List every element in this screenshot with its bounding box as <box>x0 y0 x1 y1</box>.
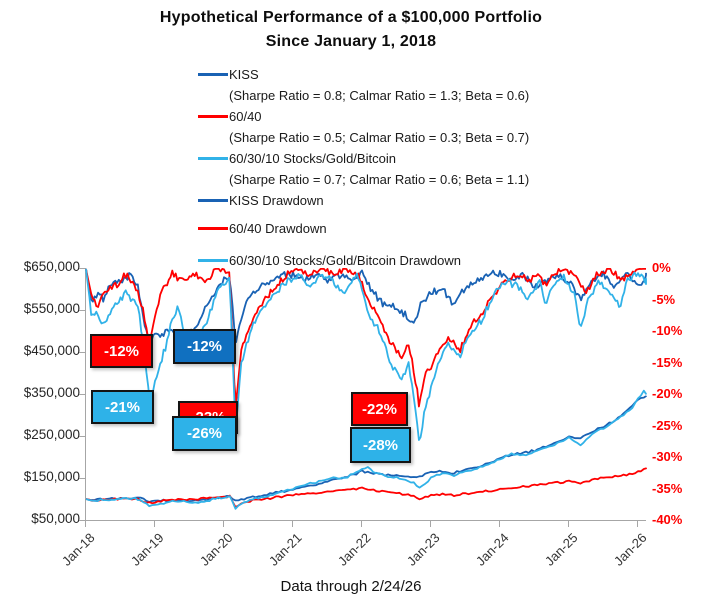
x-axis-tick <box>85 521 86 527</box>
legend-label: KISS Drawdown <box>229 193 324 208</box>
legend-item: KISS Drawdown <box>198 190 529 211</box>
page-title: Hypothetical Performance of a $100,000 P… <box>159 9 543 26</box>
x-axis-label: Jan-19 <box>127 530 167 569</box>
legend-item-detail: (Sharpe Ratio = 0.8; Calmar Ratio = 1.3;… <box>198 85 529 106</box>
legend: KISS (Sharpe Ratio = 0.8; Calmar Ratio = … <box>198 64 529 271</box>
x-axis-label: Jan-22 <box>334 530 374 569</box>
series-line-60-40-drawdown <box>85 268 646 408</box>
y-axis-tick <box>79 478 85 479</box>
x-axis-tick <box>637 521 638 527</box>
y-axis-tick <box>79 520 85 521</box>
y-axis-label: $450,000 <box>23 343 80 358</box>
legend-label: (Sharpe Ratio = 0.8; Calmar Ratio = 1.3;… <box>229 88 530 103</box>
right-axis-label: -25% <box>652 417 683 433</box>
legend-item: KISS <box>198 64 529 85</box>
y-axis-tick <box>79 436 85 437</box>
legend-item: 60/40 <box>198 106 529 127</box>
y-axis-label: $250,000 <box>23 427 80 442</box>
legend-swatch <box>198 115 228 118</box>
x-axis-label: Jan-18 <box>58 530 98 569</box>
y-axis-tick <box>79 352 85 353</box>
drawdown-annotation: -12% <box>173 329 236 364</box>
right-axis-label: -20% <box>652 386 683 401</box>
legend-label: KISS <box>229 67 259 82</box>
legend-label: (Sharpe Ratio = 0.7; Calmar Ratio = 0.6;… <box>229 172 530 187</box>
x-axis-tick <box>430 521 431 527</box>
legend-label: (Sharpe Ratio = 0.5; Calmar Ratio = 0.3;… <box>229 130 530 145</box>
legend-item-detail: (Sharpe Ratio = 0.7; Calmar Ratio = 0.6;… <box>198 169 529 190</box>
x-axis-label: Jan-23 <box>403 530 443 569</box>
x-axis-tick <box>154 521 155 527</box>
legend-item-detail: (Sharpe Ratio = 0.5; Calmar Ratio = 0.3;… <box>198 127 529 148</box>
right-axis-label: -30% <box>652 449 683 464</box>
series-line-kiss <box>85 395 647 503</box>
legend-swatch <box>198 157 228 160</box>
legend-label: 60/40 Drawdown <box>229 221 327 236</box>
legend-swatch <box>198 227 228 230</box>
y-axis-tick <box>79 394 85 395</box>
x-axis-tick <box>223 521 224 527</box>
drawdown-annotation: -21% <box>91 390 154 424</box>
series-line-60-30-10-stocks-gold-bitcoin <box>85 389 647 510</box>
x-axis-label: Jan-20 <box>196 530 236 569</box>
y-axis-tick <box>79 268 85 269</box>
x-axis-tick <box>361 521 362 527</box>
y-axis-label: $550,000 <box>23 301 80 316</box>
y-axis-label: $650,000 <box>23 259 80 274</box>
drawdown-annotation: -22% <box>351 392 408 426</box>
x-axis-tick <box>568 521 569 527</box>
legend-item: 60/30/10 Stocks/Gold/Bitcoin <box>198 148 529 169</box>
right-axis-label: -5% <box>652 291 676 307</box>
series-line-60-30-10-stocks-gold-bitcoin-drawdown <box>85 268 647 441</box>
plot-area <box>85 268 647 521</box>
x-axis-label: Jan-24 <box>472 530 512 569</box>
legend-item: 60/30/10 Stocks/Gold/Bitcoin Drawdown <box>198 250 529 271</box>
legend-label: 60/40 <box>229 109 262 124</box>
legend-swatch <box>198 259 228 262</box>
drawdown-annotation: -26% <box>172 416 237 451</box>
footer-caption: Data through 2/24/26 <box>280 578 422 595</box>
right-axis-label: -10% <box>652 323 683 338</box>
right-axis-label: -40% <box>652 512 683 527</box>
x-axis-tick <box>499 521 500 527</box>
legend-label: 60/30/10 Stocks/Gold/Bitcoin Drawdown <box>229 253 461 268</box>
x-axis-label: Jan-25 <box>541 530 581 569</box>
right-axis-label: -15% <box>652 354 683 370</box>
y-axis-label: $50,000 <box>31 511 80 526</box>
x-axis-label: Jan-26 <box>610 530 650 569</box>
y-axis-label: $150,000 <box>23 469 80 484</box>
right-axis-label: -35% <box>652 480 683 496</box>
drawdown-annotation: -12% <box>90 334 153 368</box>
legend-item: 60/40 Drawdown <box>198 218 529 239</box>
legend-label: 60/30/10 Stocks/Gold/Bitcoin <box>229 151 396 166</box>
series-lines <box>85 268 647 510</box>
page-title-line-2: Since January 1, 2018 <box>265 33 437 50</box>
right-axis-label: 0% <box>652 260 671 275</box>
drawdown-annotation: -28% <box>350 427 411 463</box>
legend-swatch <box>198 199 228 202</box>
x-axis-label: Jan-21 <box>265 530 305 569</box>
x-axis-tick <box>292 521 293 527</box>
y-axis-tick <box>79 310 85 311</box>
series-line-60-40 <box>85 467 647 508</box>
y-axis-label: $350,000 <box>23 385 80 400</box>
legend-swatch <box>198 73 228 76</box>
